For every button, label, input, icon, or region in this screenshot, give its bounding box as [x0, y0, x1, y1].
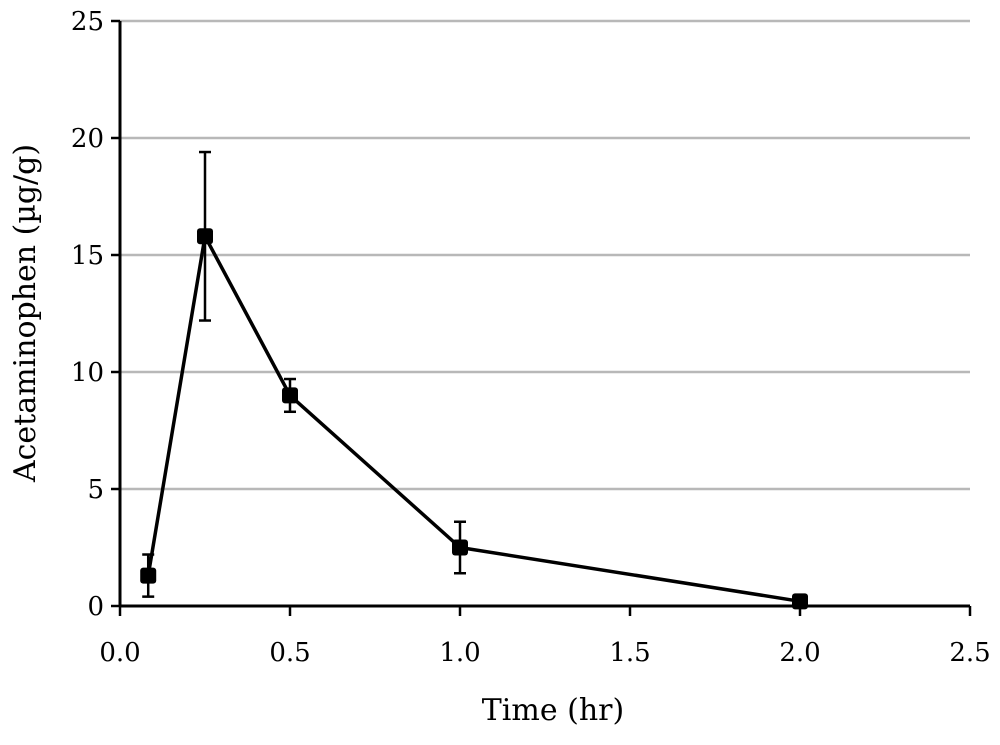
y-tick-label-1: 5: [87, 475, 104, 505]
data-point-2: [282, 387, 298, 404]
x-tick-label-3: 1.5: [609, 638, 650, 668]
grid-layer: [120, 19, 970, 491]
x-tick-label-1: 0.5: [269, 638, 310, 668]
y-tick-label-0: 0: [87, 592, 104, 622]
series-layer: [140, 150, 808, 610]
y-tick-label-4: 20: [71, 124, 104, 154]
x-tick-label-5: 2.5: [949, 638, 990, 668]
axes-layer: 0 5 10 15 20 25 0.0 0.5 1.0 1.5 2.0 2.5: [71, 7, 991, 668]
x-tick-label-0: 0.0: [99, 638, 140, 668]
y-tick-label-5: 25: [71, 7, 104, 37]
data-point-1: [197, 228, 213, 245]
x-axis-title: Time (hr): [482, 693, 624, 728]
series-line-0: [146, 234, 801, 604]
y-axis-title: Acetaminophen (µg/g): [8, 144, 43, 483]
data-point-4: [792, 593, 808, 610]
x-tick-label-4: 2.0: [779, 638, 820, 668]
y-tick-label-2: 10: [71, 358, 104, 388]
y-tick-label-3: 15: [71, 241, 104, 271]
data-point-3: [452, 539, 468, 556]
data-point-0: [140, 567, 157, 584]
x-tick-label-2: 1.0: [439, 638, 480, 668]
